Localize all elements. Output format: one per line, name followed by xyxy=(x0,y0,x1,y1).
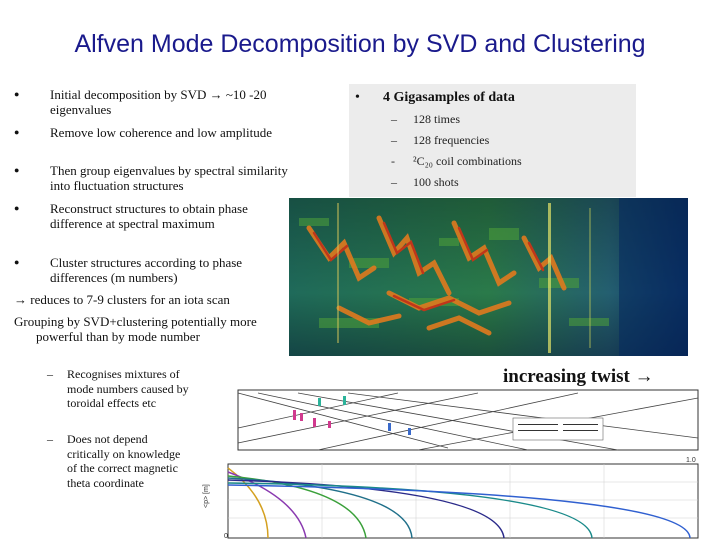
mode-plots-graphic: <p> [m] 0 1.0 xyxy=(203,389,699,540)
dash-icon: – xyxy=(47,432,53,446)
data-summary-panel: • 4 Gigasamples of data – 128 times – 128 … xyxy=(349,84,636,197)
panel-main-text: 4 Gigasamples of data xyxy=(383,90,515,105)
x-tick-0: 0 xyxy=(224,533,228,540)
spectrogram-image xyxy=(289,198,688,356)
lower-ylabel: <p> [m] xyxy=(203,484,210,508)
dash-icon: – xyxy=(391,175,397,189)
grouping-line: Grouping by SVD+clustering potentially m… xyxy=(14,314,276,344)
mode-plots: <p> [m] 0 1.0 xyxy=(198,388,720,540)
panel-sub-text: 128 frequencies xyxy=(413,133,490,147)
reduces-line: → reduces to 7-9 clusters for an iota sc… xyxy=(14,292,230,307)
grouping-text: Grouping by SVD+clustering potentially m… xyxy=(14,314,257,344)
sub-bullet-text: Does not depend critically on knowledge … xyxy=(67,432,181,490)
slide-title: Alfven Mode Decomposition by SVD and Clu… xyxy=(74,30,646,58)
increasing-twist-label: increasing twist → xyxy=(503,366,654,387)
dash-icon: – xyxy=(391,133,397,147)
panel-sub-text: ²C₂₀ coil combinations xyxy=(413,154,522,168)
dash-icon: - xyxy=(391,154,395,168)
bullet-dot-icon: ● xyxy=(14,257,20,267)
dash-icon: – xyxy=(391,112,397,126)
dash-icon: – xyxy=(47,367,53,381)
bullet-text: Reconstruct structures to obtain phase d… xyxy=(50,201,248,231)
bullet-dot-icon: ● xyxy=(14,165,20,175)
spectrogram-graphic xyxy=(289,198,688,356)
panel-sub-text: 128 times xyxy=(413,112,460,126)
x-tick-1: 1.0 xyxy=(686,457,696,464)
bullet-dot-icon: ● xyxy=(14,127,20,137)
bullet-text: Initial decomposition by SVD → ~10 -20 e… xyxy=(50,87,267,117)
lower-plot-frame xyxy=(227,463,699,539)
bullet-dot-icon: ● xyxy=(14,89,20,99)
bullet-dot-icon: • xyxy=(355,90,360,105)
bullet-text: Then group eigenvalues by spectral simil… xyxy=(50,163,288,193)
sub-bullet-text: Recognises mixtures of mode numbers caus… xyxy=(67,367,189,410)
bullet-text: Cluster structures according to phase di… xyxy=(50,255,243,285)
bullet-text: Remove low coherence and low amplitude xyxy=(50,125,273,140)
panel-sub-text: 100 shots xyxy=(413,175,459,189)
bullet-dot-icon: ● xyxy=(14,203,20,213)
